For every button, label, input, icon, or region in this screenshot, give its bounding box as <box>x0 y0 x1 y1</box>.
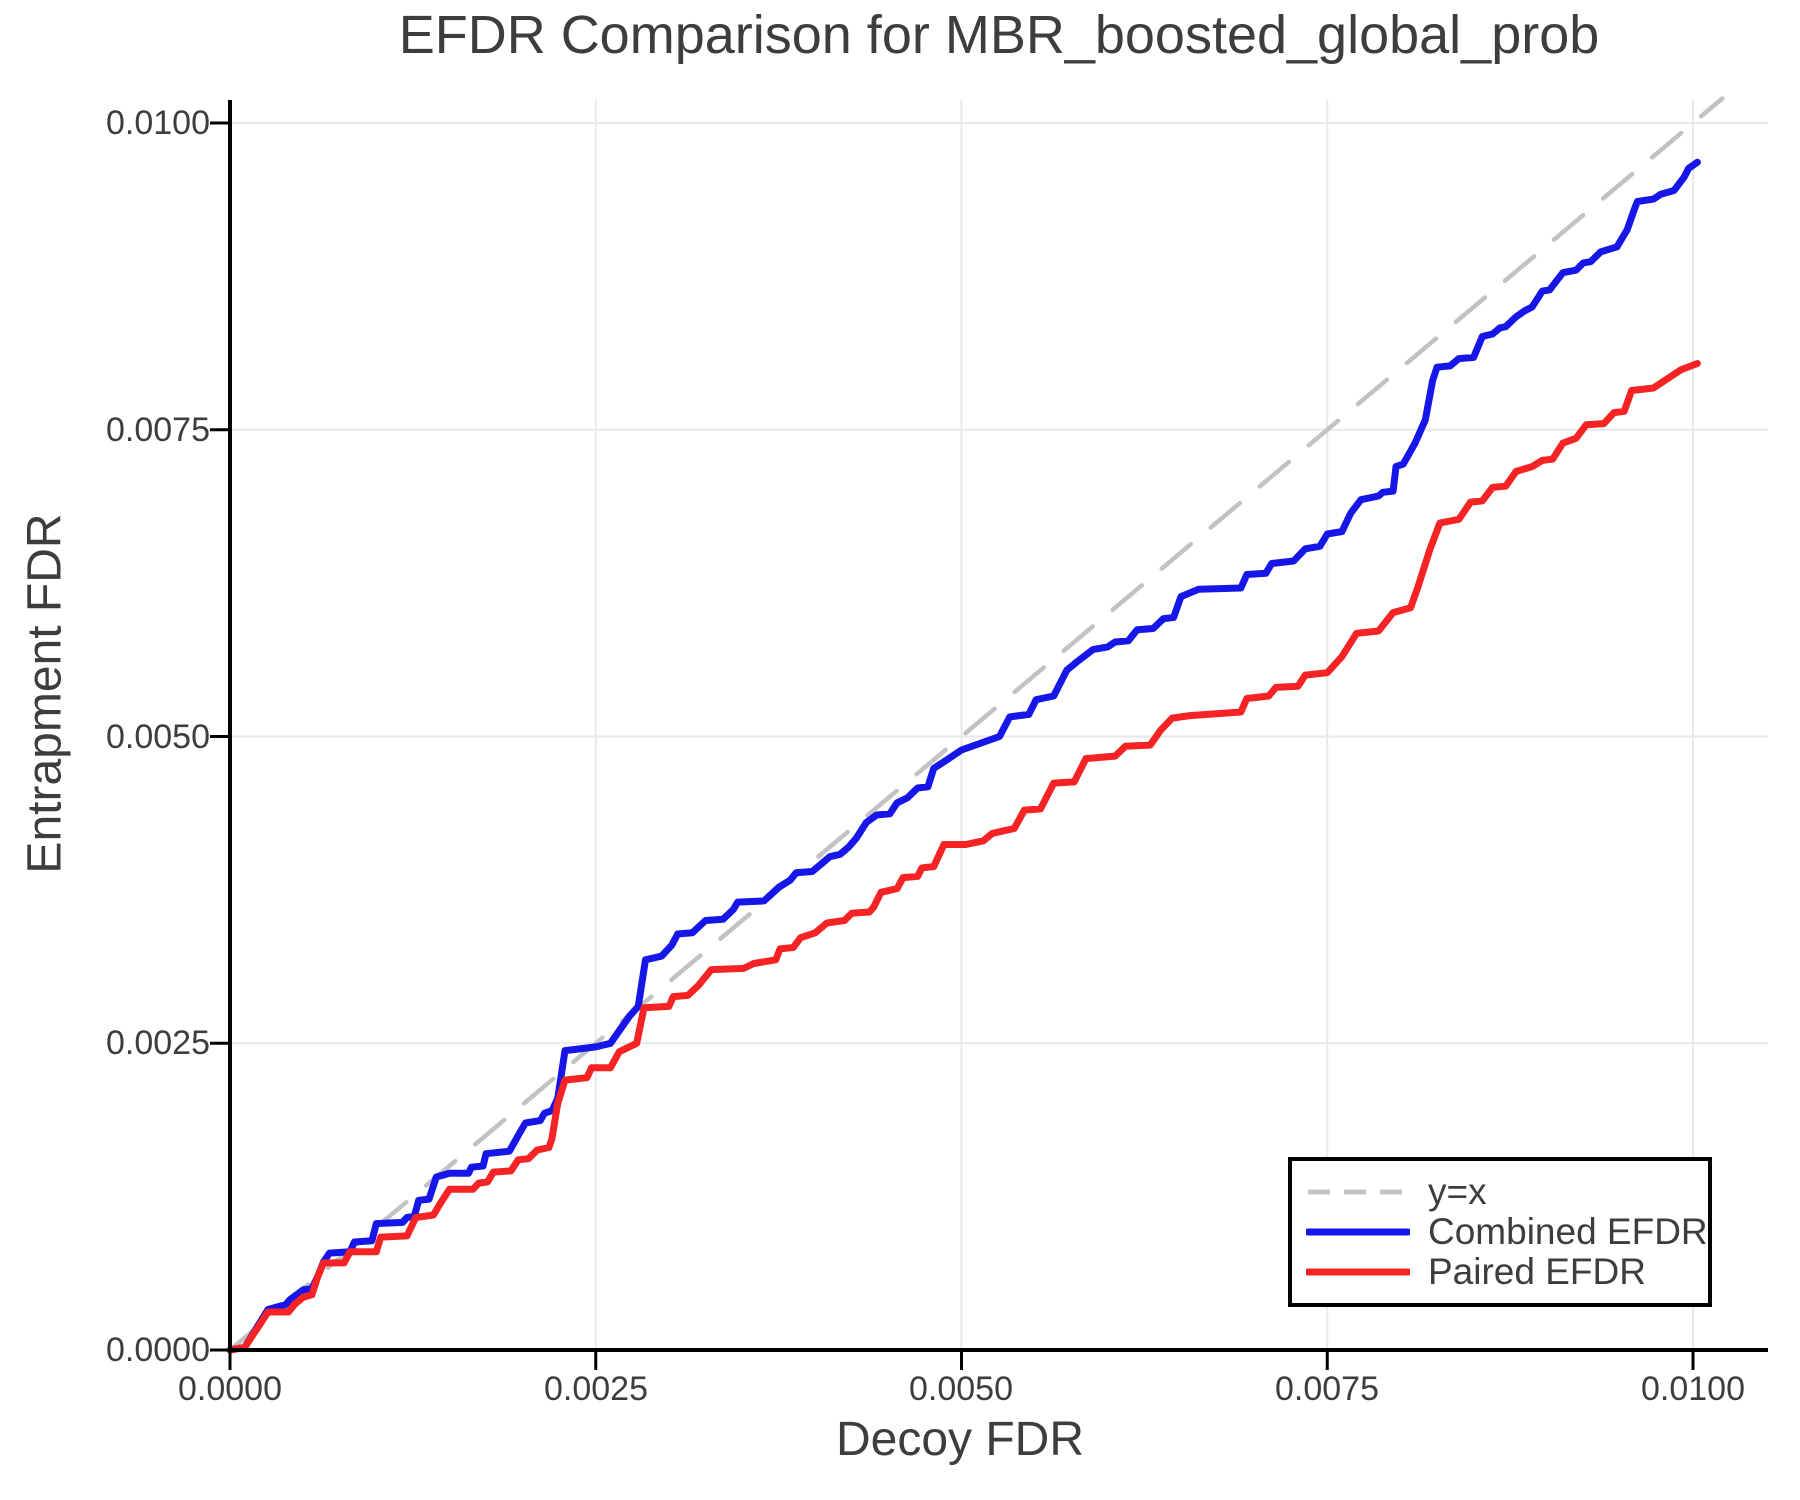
y-tick-label: 0.0050 <box>106 718 210 756</box>
legend-entry-paired: Paired EFDR <box>1306 1253 1708 1291</box>
combined-efdr-line <box>226 158 1701 1354</box>
dashed-line-swatch-icon <box>1308 1189 1408 1195</box>
y-tick-label: 0.0000 <box>106 1331 210 1369</box>
legend-entry-combined: Combined EFDR <box>1306 1213 1708 1251</box>
legend-label: y=x <box>1428 1171 1487 1212</box>
blue-line-swatch-icon <box>1306 1228 1410 1236</box>
legend-label: Combined EFDR <box>1428 1211 1708 1252</box>
x-tick-label: 0.0075 <box>1275 1370 1379 1408</box>
legend-entry-identity: y=x <box>1306 1173 1708 1211</box>
y-tick-label: 0.0075 <box>106 411 210 449</box>
legend-box: y=x Combined EFDR Paired EFDR <box>1288 1157 1712 1307</box>
identity-line <box>227 96 1725 1353</box>
x-axis-label: Decoy FDR <box>835 1413 1085 1466</box>
x-tick-label: 0.0050 <box>909 1370 1013 1408</box>
red-line-swatch-icon <box>1306 1268 1410 1276</box>
legend-label: Paired EFDR <box>1428 1251 1646 1292</box>
chart-title: EFDR Comparison for MBR_boosted_global_p… <box>398 5 1600 65</box>
x-tick-label: 0.0000 <box>178 1370 282 1408</box>
paired-efdr-line <box>226 360 1701 1354</box>
x-tick-label: 0.0100 <box>1641 1370 1745 1408</box>
x-tick-label: 0.0025 <box>544 1370 648 1408</box>
y-tick-label: 0.0100 <box>106 104 210 142</box>
y-tick-label: 0.0025 <box>106 1024 210 1062</box>
